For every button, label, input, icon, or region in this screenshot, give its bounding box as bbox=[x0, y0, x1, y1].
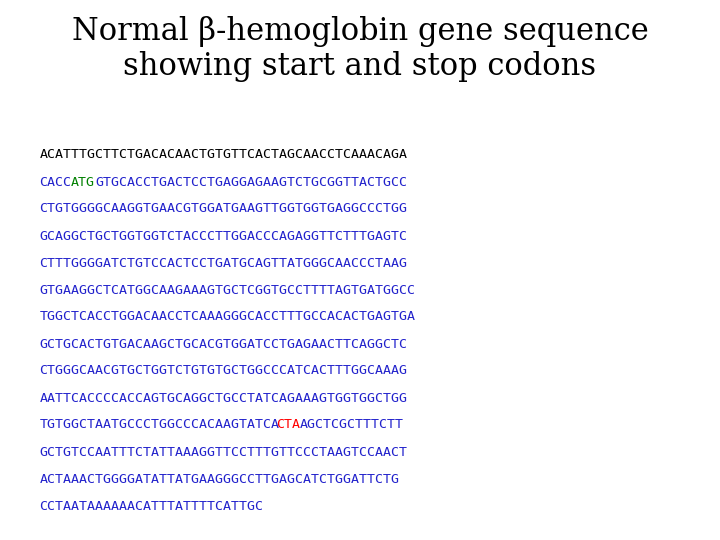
Text: CTGTGGGGCAAGGTGAACGTGGATGAAGTTGGTGGTGAGGCCCTGG: CTGTGGGGCAAGGTGAACGTGGATGAAGTTGGTGGTGAGG… bbox=[40, 202, 408, 215]
Text: TGGCTCACCTGGACAACCTCAAAGGGCACCTTTGCCACACTGAGTGA: TGGCTCACCTGGACAACCTCAAAGGGCACCTTTGCCACAC… bbox=[40, 310, 415, 323]
Text: AATTCACCCCACCAGTGCAGGCTGCCTATCAGAAAGTGGTGGCTGG: AATTCACCCCACCAGTGCAGGCTGCCTATCAGAAAGTGGT… bbox=[40, 392, 408, 404]
Text: CTGGGCAACGTGCTGGTCTGTGTGCTGGCCCATCACTTTGGCAAAG: CTGGGCAACGTGCTGGTCTGTGTGCTGGCCCATCACTTTG… bbox=[40, 364, 408, 377]
Text: ACATTTGCTTCTGACACAACTGTGTTCACTAGCAACCTCAAACAGA: ACATTTGCTTCTGACACAACTGTGTTCACTAGCAACCTCA… bbox=[40, 148, 408, 161]
Text: Normal β-hemoglobin gene sequence
showing start and stop codons: Normal β-hemoglobin gene sequence showin… bbox=[71, 16, 649, 82]
Text: GCTGTCCAATTTCTATTAAAGGTTCCTTTGTTCCCTAAGTCCAACT: GCTGTCCAATTTCTATTAAAGGTTCCTTTGTTCCCTAAGT… bbox=[40, 446, 408, 458]
Text: CTTTGGGGATCTGTCCACTCCTGATGCAGTTATGGGCAACCCTAAG: CTTTGGGGATCTGTCCACTCCTGATGCAGTTATGGGCAAC… bbox=[40, 256, 408, 269]
Text: GTGAAGGCTCATGGCAAGAAAGTGCTCGGTGCCTTTTAGTGATGGCC: GTGAAGGCTCATGGCAAGAAAGTGCTCGGTGCCTTTTAGT… bbox=[40, 284, 415, 296]
Text: ATG: ATG bbox=[71, 176, 95, 188]
Text: GTGCACCTGACTCCTGAGGAGAAGTCTGCGGTTACTGCC: GTGCACCTGACTCCTGAGGAGAAGTCTGCGGTTACTGCC bbox=[95, 176, 407, 188]
Text: ACTAAACTGGGGATATTATGAAGGGCCTTGAGCATCTGGATTCTG: ACTAAACTGGGGATATTATGAAGGGCCTTGAGCATCTGGA… bbox=[40, 472, 400, 485]
Text: AGCTCGCTTTCTT: AGCTCGCTTTCTT bbox=[300, 418, 404, 431]
Text: CACC: CACC bbox=[40, 176, 71, 188]
Text: TGTGGCTAATGCCCTGGCCCACAAGTATCA: TGTGGCTAATGCCCTGGCCCACAAGTATCA bbox=[40, 418, 279, 431]
Text: GCTGCACTGTGACAAGCTGCACGTGGATCCTGAGAACTTCAGGCTC: GCTGCACTGTGACAAGCTGCACGTGGATCCTGAGAACTTC… bbox=[40, 338, 408, 350]
Text: CCTAATAAAAAACATTTATTTTCATTGC: CCTAATAAAAAACATTTATTTTCATTGC bbox=[40, 500, 264, 512]
Text: GCAGGCTGCTGGTGGTCTACCCTTGGACCCAGAGGTTCTTTGAGTC: GCAGGCTGCTGGTGGTCTACCCTTGGACCCAGAGGTTCTT… bbox=[40, 230, 408, 242]
Text: CTA: CTA bbox=[276, 418, 300, 431]
